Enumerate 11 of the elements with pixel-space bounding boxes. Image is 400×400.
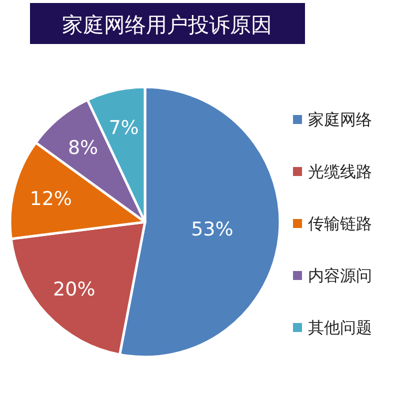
data-label: 20% xyxy=(53,278,96,301)
legend-label: 其他问题 xyxy=(308,318,372,337)
legend-label: 光缆线路 xyxy=(308,162,372,181)
chart-title: 家庭网络用户投诉原因 xyxy=(62,13,272,37)
legend-label: 内容源问 xyxy=(308,266,372,285)
data-label: 8% xyxy=(68,137,98,160)
legend-label: 传输链路 xyxy=(308,214,372,233)
data-label: 7% xyxy=(108,117,139,140)
legend-label: 家庭网络 xyxy=(308,110,372,129)
data-label: 53% xyxy=(191,218,234,240)
data-label: 12% xyxy=(30,188,72,210)
